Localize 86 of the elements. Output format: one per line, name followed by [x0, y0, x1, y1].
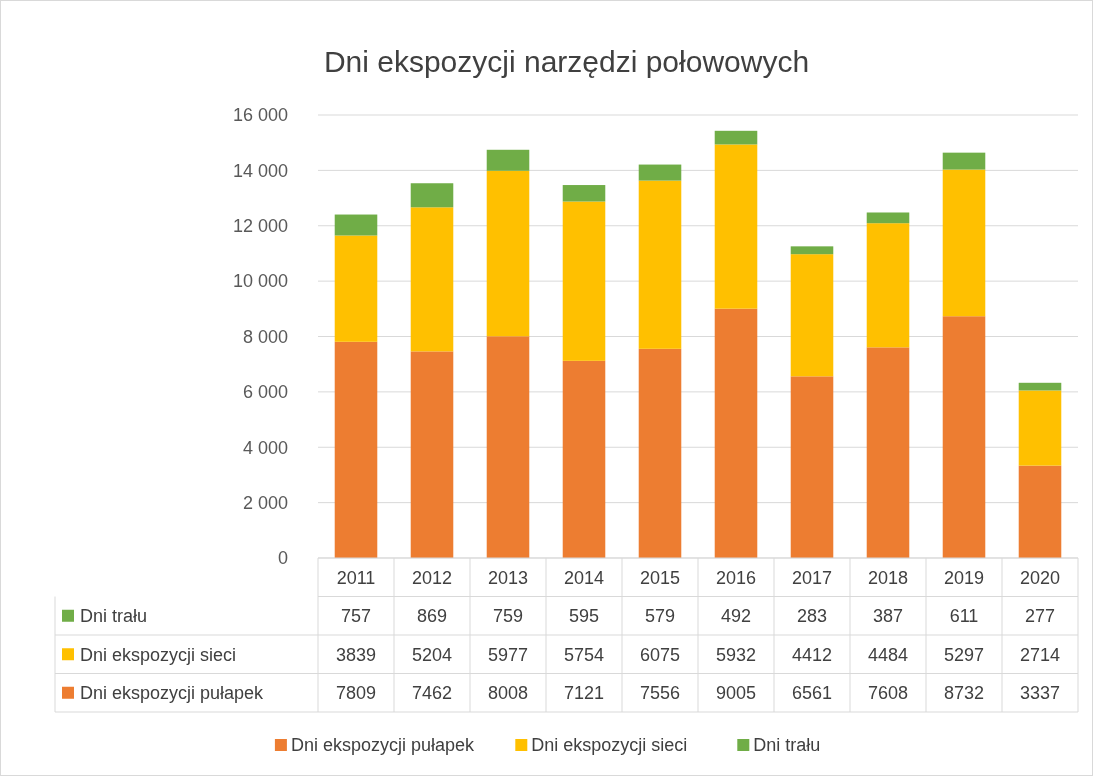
bar — [638, 180, 682, 349]
data-label: 4412 — [791, 644, 833, 665]
bar — [486, 336, 530, 558]
y-tick-label: 4 000 — [242, 437, 288, 458]
bar — [638, 164, 682, 181]
data-label: 5297 — [943, 644, 985, 665]
bar — [334, 235, 378, 342]
y-tick-label: 6 000 — [242, 382, 288, 403]
data-label: 277 — [1024, 606, 1056, 627]
data-label: 8732 — [943, 683, 985, 704]
y-tick-label: 0 — [277, 548, 288, 569]
x-tick-label: 2014 — [563, 567, 605, 588]
data-label: 5932 — [715, 644, 757, 665]
text: Dni ekspozycji sieci — [531, 735, 688, 756]
bar — [866, 212, 910, 224]
bar — [714, 308, 758, 558]
data-label: 7809 — [335, 683, 377, 704]
bar — [790, 376, 834, 558]
y-tick-label: 16 000 — [232, 105, 288, 126]
data-label: 5754 — [563, 644, 605, 665]
data-label: 3839 — [335, 644, 377, 665]
data-label: 492 — [720, 606, 752, 627]
chart-title: Dni ekspozycji narzędzi połowowych — [323, 45, 810, 78]
data-label: 757 — [340, 606, 372, 627]
data-label: 387 — [872, 606, 904, 627]
data-label: 7556 — [639, 683, 681, 704]
bar — [714, 144, 758, 309]
y-tick-label: 8 000 — [242, 326, 288, 347]
y-tick-label: 10 000 — [232, 271, 288, 292]
bar — [866, 347, 910, 558]
bar — [714, 130, 758, 145]
x-tick-label: 2019 — [943, 567, 985, 588]
data-label: 9005 — [715, 683, 757, 704]
legend-label: Dni ekspozycji pułapek — [80, 683, 265, 704]
bar — [410, 207, 454, 352]
data-label: 4484 — [867, 644, 909, 665]
bar — [334, 341, 378, 558]
bar — [486, 149, 530, 171]
data-label: 7121 — [563, 683, 605, 704]
x-tick-label: 2018 — [867, 567, 909, 588]
text: Dni ekspozycji pułapek — [290, 735, 474, 756]
bar — [410, 351, 454, 558]
data-label: 7462 — [411, 683, 453, 704]
x-tick-label: 2020 — [1019, 567, 1061, 588]
bar — [1018, 382, 1062, 391]
y-tick-label: 12 000 — [232, 216, 288, 237]
y-tick-label: 14 000 — [232, 160, 288, 181]
bar — [1018, 465, 1062, 558]
bar — [410, 183, 454, 208]
bar — [334, 214, 378, 236]
x-tick-label: 2013 — [487, 567, 529, 588]
data-label: 611 — [949, 606, 979, 627]
bar — [790, 254, 834, 377]
bar — [562, 360, 606, 558]
bar — [1018, 390, 1062, 466]
data-label: 5204 — [411, 644, 453, 665]
data-label: 759 — [492, 606, 524, 627]
x-tick-label: 2016 — [715, 567, 757, 588]
data-label: 7608 — [867, 683, 909, 704]
data-label: 6075 — [639, 644, 681, 665]
data-label: 283 — [796, 606, 828, 627]
bar — [790, 246, 834, 255]
data-label: 8008 — [487, 683, 529, 704]
legend-label: Dni ekspozycji sieci — [80, 644, 237, 665]
x-tick-label: 2015 — [639, 567, 681, 588]
x-tick-label: 2017 — [791, 567, 833, 588]
bar — [942, 152, 986, 170]
bar — [942, 169, 986, 317]
bar — [486, 170, 530, 337]
data-label: 595 — [568, 606, 600, 627]
data-label: 2714 — [1019, 644, 1061, 665]
data-label: 579 — [644, 606, 676, 627]
bar — [942, 316, 986, 558]
data-label: 5977 — [487, 644, 529, 665]
x-tick-label: 2012 — [411, 567, 453, 588]
bar — [562, 201, 606, 361]
y-tick-label: 2 000 — [242, 492, 288, 513]
legend-label: Dni trału — [80, 606, 148, 627]
data-label: 869 — [416, 606, 448, 627]
x-tick-label: 2011 — [336, 567, 376, 588]
data-label: 3337 — [1019, 683, 1061, 704]
data-label: 6561 — [791, 683, 833, 704]
bar — [562, 185, 606, 202]
bar — [638, 348, 682, 558]
bar — [866, 223, 910, 348]
text: Dni trału — [753, 735, 821, 756]
